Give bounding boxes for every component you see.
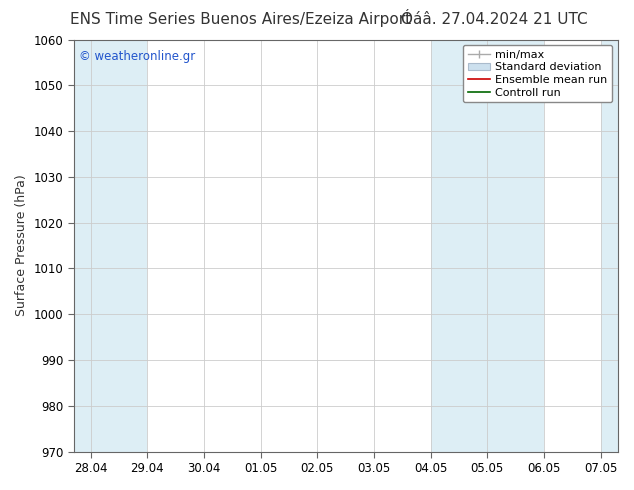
Text: ENS Time Series Buenos Aires/Ezeiza Airport: ENS Time Series Buenos Aires/Ezeiza Airp…: [70, 12, 411, 27]
Legend: min/max, Standard deviation, Ensemble mean run, Controll run: min/max, Standard deviation, Ensemble me…: [463, 45, 612, 102]
Bar: [600, 40, 618, 452]
Y-axis label: Surface Pressure (hPa): Surface Pressure (hPa): [15, 175, 28, 317]
Text: © weatheronline.gr: © weatheronline.gr: [79, 50, 195, 63]
Bar: [430, 40, 544, 452]
Text: Óáâ. 27.04.2024 21 UTC: Óáâ. 27.04.2024 21 UTC: [401, 12, 588, 27]
Bar: [74, 40, 147, 452]
